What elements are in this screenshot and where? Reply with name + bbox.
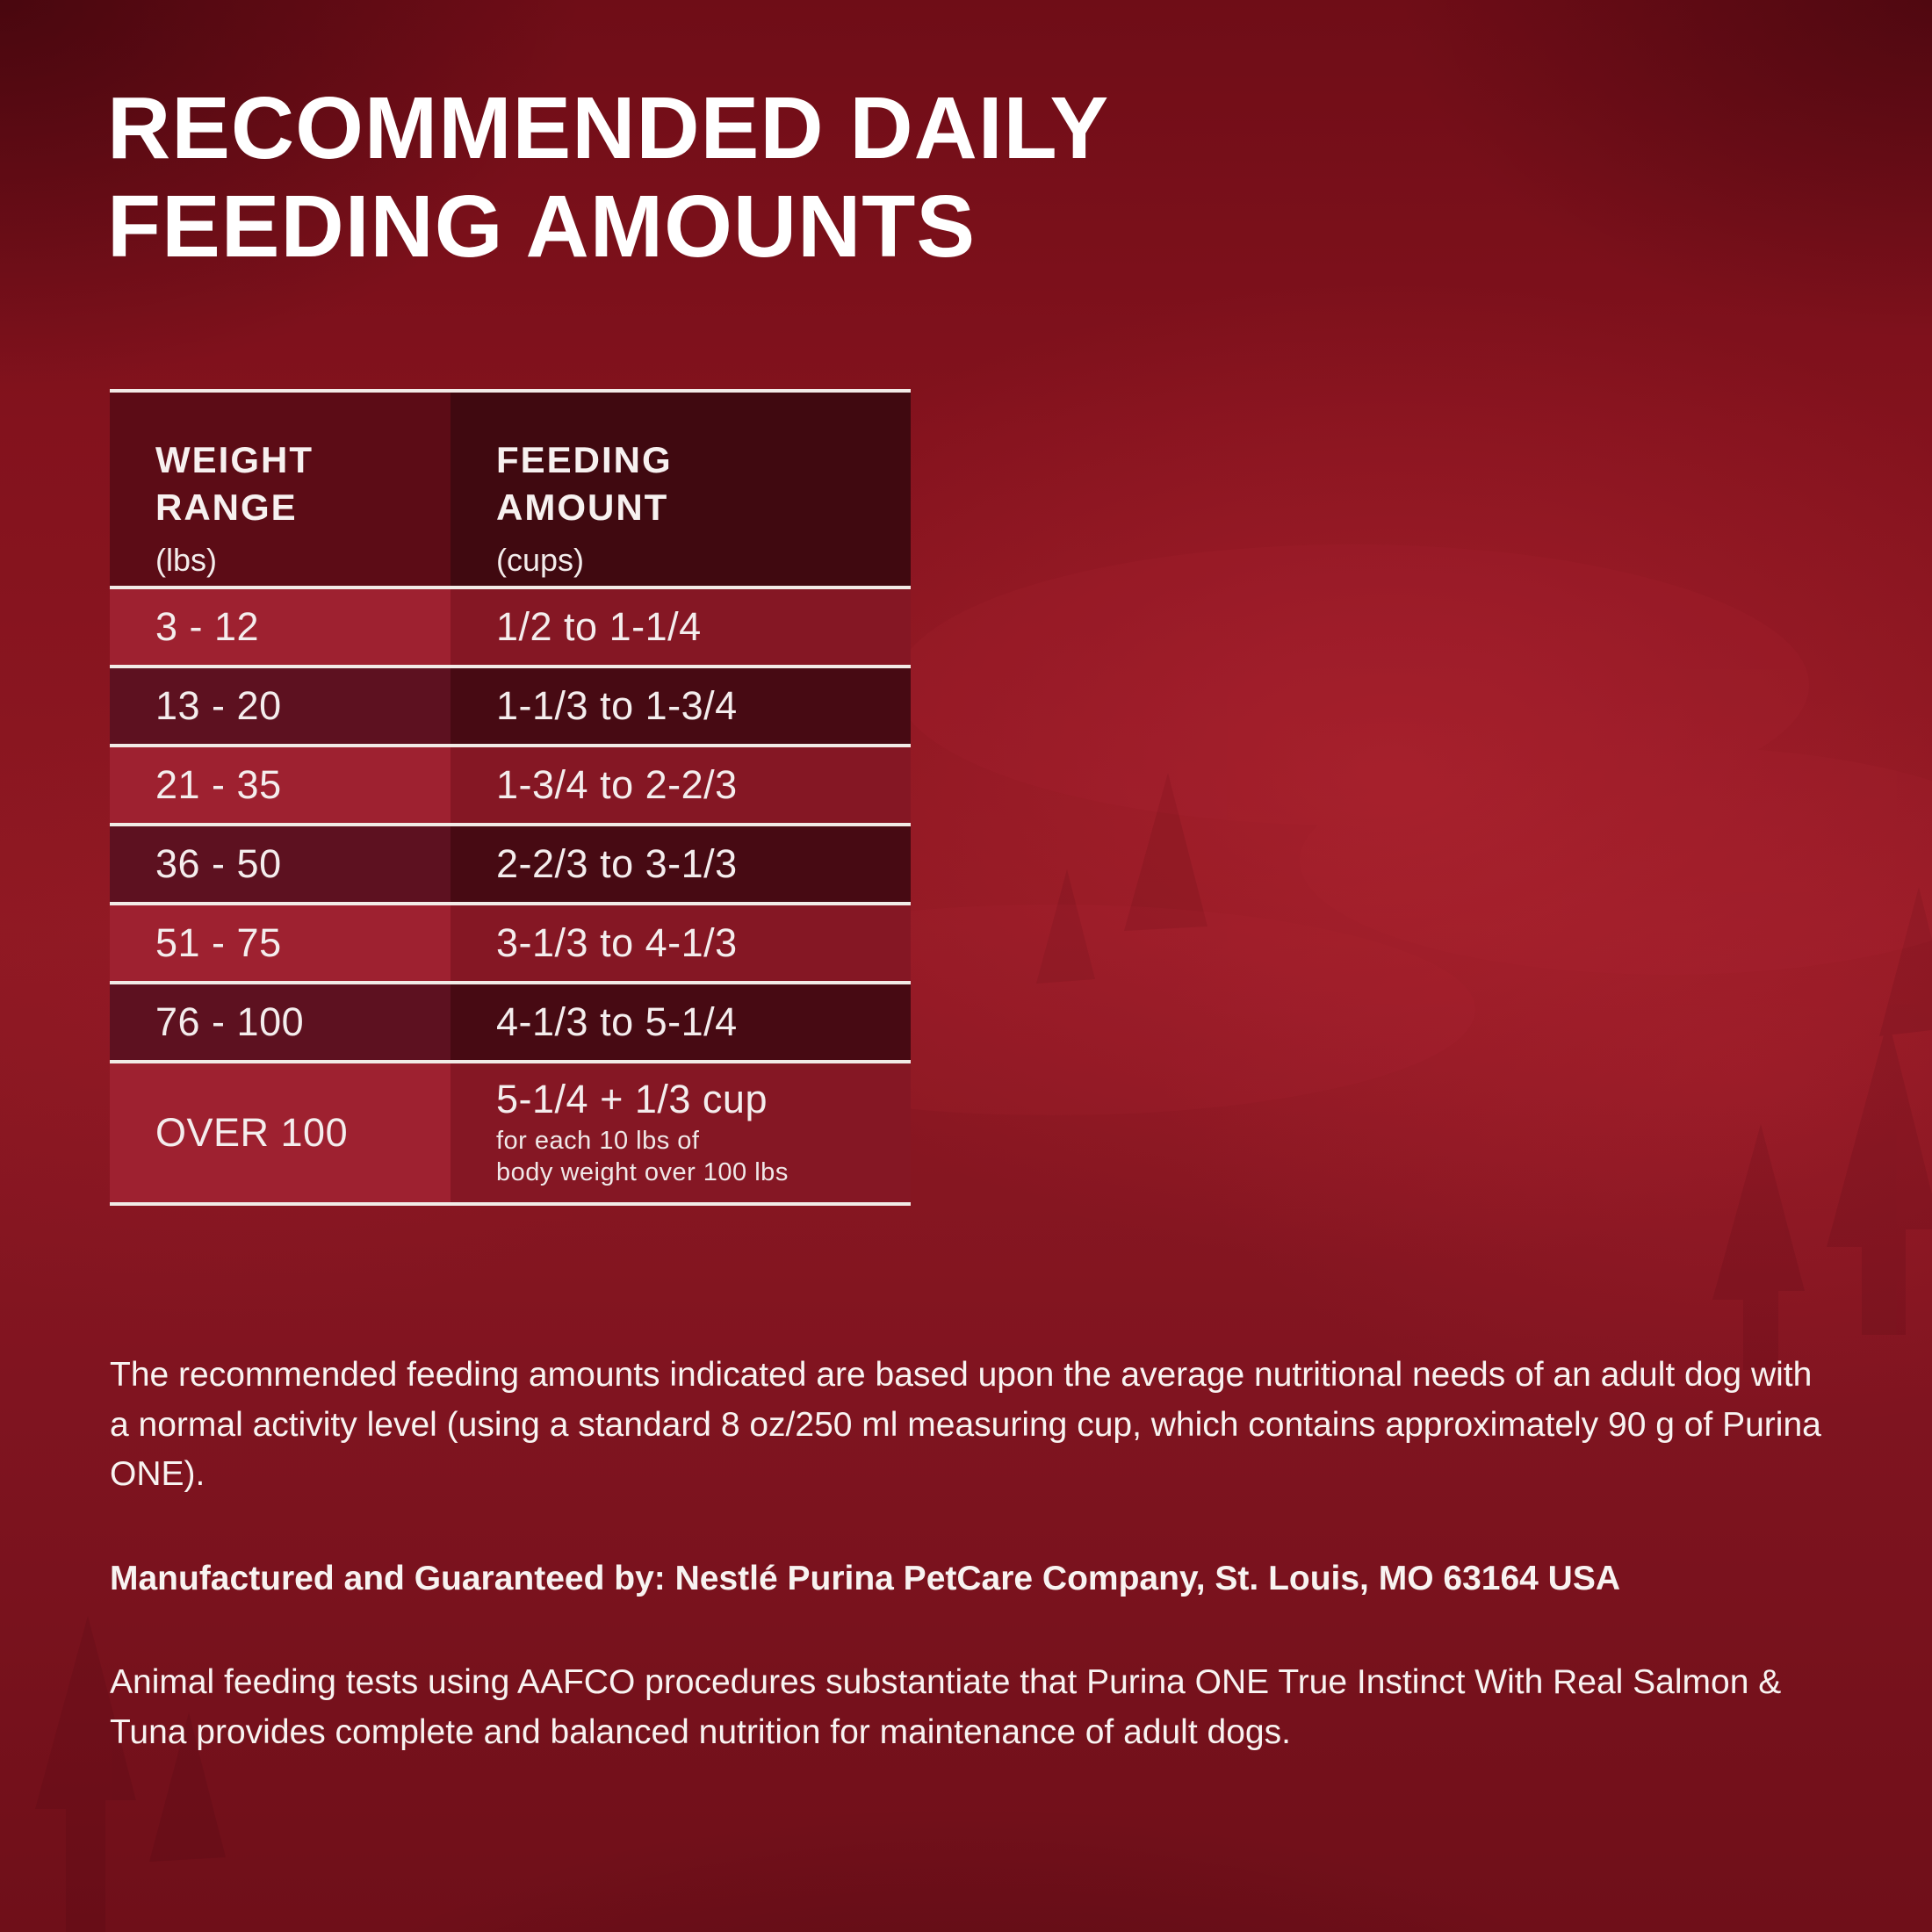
table-row: 3 - 12 1/2 to 1-1/4	[110, 589, 911, 665]
table-body: 3 - 12 1/2 to 1-1/4 13 - 20 1-1/3 to 1-3/4 2…	[110, 589, 911, 1206]
feeding-amount-value: 4-1/3 to 5-1/4	[496, 999, 738, 1045]
notes-section: The recommended feeding amounts indicate…	[110, 1351, 1833, 1812]
feeding-amount-value: 1-3/4 to 2-2/3	[496, 762, 738, 808]
table-row: 36 - 50 2-2/3 to 3-1/3	[110, 826, 911, 902]
table-top-rule	[110, 389, 911, 393]
page-title-line1: RECOMMENDED DAILY	[107, 79, 1110, 177]
feeding-amount-value: 5-1/4 + 1/3 cup	[496, 1077, 768, 1122]
row-separator-rule	[110, 1202, 911, 1206]
table-header-rule	[110, 586, 911, 589]
weight-range-cell: 21 - 35	[110, 747, 451, 823]
feeding-amount-cell: 1-3/4 to 2-2/3	[451, 747, 911, 823]
weight-range-cell: OVER 100	[110, 1063, 451, 1202]
column-header-weight-range-unit: (lbs)	[155, 541, 217, 578]
column-header-feeding-amount-label: FEEDING AMOUNT	[496, 439, 673, 528]
weight-range-cell: 3 - 12	[110, 589, 451, 665]
weight-range-cell: 76 - 100	[110, 984, 451, 1060]
column-header-weight-range: WEIGHT RANGE (lbs)	[110, 393, 451, 586]
row-separator-rule	[110, 1060, 911, 1063]
column-header-feeding-amount-unit: (cups)	[496, 541, 585, 578]
note-manufacturer: Manufactured and Guaranteed by: Nestlé P…	[110, 1559, 1621, 1597]
feeding-amount-cell: 2-2/3 to 3-1/3	[451, 826, 911, 902]
feeding-amount-cell: 1/2 to 1-1/4	[451, 589, 911, 665]
row-separator-rule	[110, 665, 911, 668]
note-feeding-basis: The recommended feeding amounts indicate…	[110, 1356, 1821, 1494]
feeding-amount-value: 3-1/3 to 4-1/3	[496, 920, 738, 966]
row-separator-rule	[110, 744, 911, 747]
table-row: 76 - 100 4-1/3 to 5-1/4	[110, 984, 911, 1060]
row-separator-rule	[110, 902, 911, 905]
row-separator-rule	[110, 981, 911, 984]
feeding-amount-value: 2-2/3 to 3-1/3	[496, 841, 738, 887]
feeding-table: WEIGHT RANGE (lbs) FEEDING AMOUNT (cups)…	[110, 389, 911, 1206]
feeding-amount-cell: 4-1/3 to 5-1/4	[451, 984, 911, 1060]
feeding-amount-note: for each 10 lbs of body weight over 100 l…	[496, 1126, 789, 1186]
feeding-amount-value: 1/2 to 1-1/4	[496, 604, 702, 650]
table-row: OVER 100 5-1/4 + 1/3 cup for each 10 lbs o…	[110, 1063, 911, 1202]
feeding-amount-value: 1-1/3 to 1-3/4	[496, 683, 738, 729]
page-title: RECOMMENDED DAILY FEEDING AMOUNTS	[107, 79, 1109, 276]
feeding-amount-cell: 1-1/3 to 1-3/4	[451, 668, 911, 744]
weight-range-cell: 13 - 20	[110, 668, 451, 744]
weight-range-cell: 51 - 75	[110, 905, 451, 981]
table-header-row: WEIGHT RANGE (lbs) FEEDING AMOUNT (cups)	[110, 393, 911, 586]
column-header-feeding-amount: FEEDING AMOUNT (cups)	[451, 393, 911, 586]
column-header-weight-range-label: WEIGHT RANGE	[155, 439, 314, 528]
weight-range-cell: 36 - 50	[110, 826, 451, 902]
note-aafco: Animal feeding tests using AAFCO procedu…	[110, 1663, 1782, 1751]
table-row: 13 - 20 1-1/3 to 1-3/4	[110, 668, 911, 744]
feeding-amount-cell: 5-1/4 + 1/3 cup for each 10 lbs of body we…	[451, 1063, 911, 1202]
table-row: 21 - 35 1-3/4 to 2-2/3	[110, 747, 911, 823]
page-title-line2: FEEDING AMOUNTS	[107, 177, 977, 276]
row-separator-rule	[110, 823, 911, 826]
feeding-amount-cell: 3-1/3 to 4-1/3	[451, 905, 911, 981]
table-row: 51 - 75 3-1/3 to 4-1/3	[110, 905, 911, 981]
